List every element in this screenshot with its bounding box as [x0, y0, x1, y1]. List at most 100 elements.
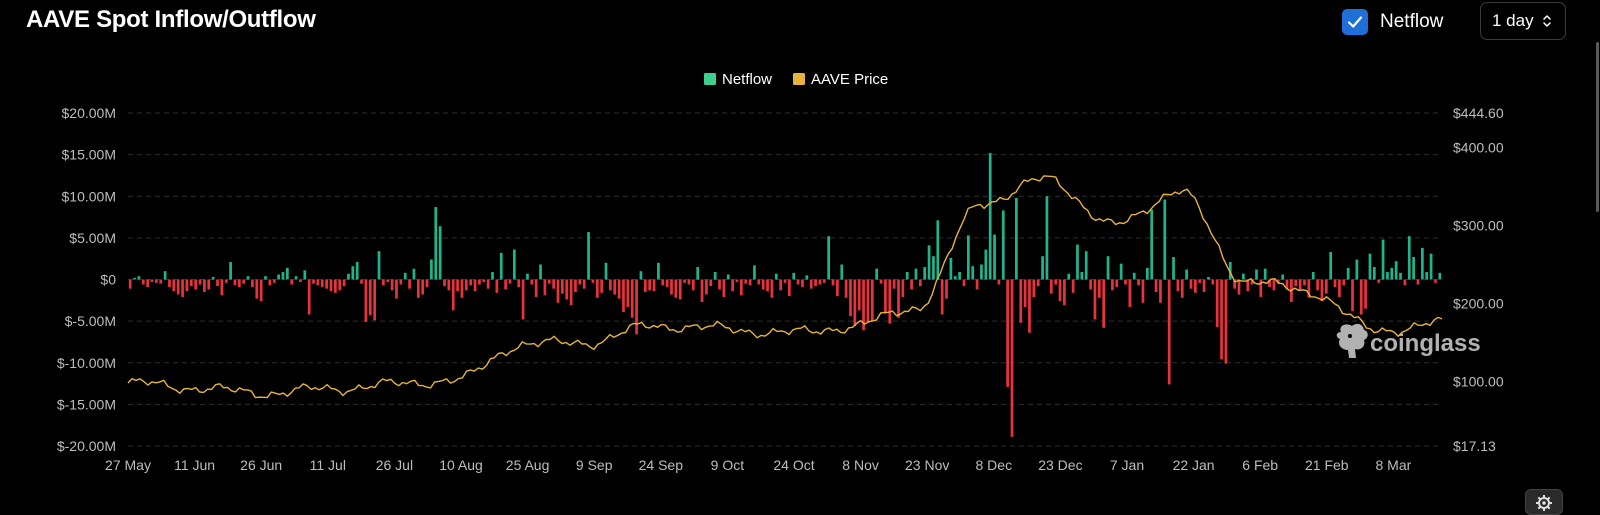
netflow-bar	[1368, 253, 1372, 280]
netflow-bar	[940, 279, 944, 315]
netflow-bar	[657, 262, 660, 280]
legend-label-netflow[interactable]: Netflow	[722, 71, 772, 88]
netflow-bar	[1276, 279, 1280, 284]
legend-label-price[interactable]: AAVE Price	[811, 71, 888, 88]
netflow-bar	[1224, 279, 1228, 364]
netflow-bar	[395, 279, 398, 299]
netflow-bar	[1294, 279, 1298, 287]
legend-swatch-price	[793, 73, 805, 85]
netflow-bar	[526, 273, 529, 280]
netflow-bar	[1032, 279, 1036, 297]
netflow-bar	[822, 279, 826, 283]
interval-value: 1 day	[1492, 11, 1534, 30]
netflow-bar	[757, 279, 761, 285]
netflow-bar	[691, 279, 695, 291]
netflow-bar	[678, 279, 682, 300]
grid-lines	[128, 112, 1442, 447]
netflow-bar	[499, 252, 503, 280]
settings-button[interactable]	[1525, 489, 1563, 515]
netflow-bar	[997, 279, 1001, 285]
right-axis: $444.60 $400.00 $300.00 $200.00 $100.00 $17.1…	[1453, 105, 1504, 454]
netflow-bar	[1080, 272, 1084, 280]
netflow-bar	[1058, 279, 1062, 302]
left-tick-label: $15.00M	[62, 147, 116, 163]
netflow-bar	[168, 279, 171, 287]
netflow-bar	[958, 272, 961, 280]
x-tick-label: 23 Nov	[905, 457, 949, 473]
netflow-bar	[1036, 279, 1040, 287]
right-tick-label: $300.00	[1453, 218, 1504, 234]
netflow-bar	[1115, 279, 1119, 287]
netflow-bar	[748, 279, 752, 286]
netflow-bar	[1412, 257, 1415, 280]
netflow-bar	[334, 279, 337, 293]
netflow-bar	[1329, 252, 1333, 280]
netflow-bar	[1228, 262, 1232, 280]
netflow-bar	[416, 279, 420, 298]
netflow-bar	[761, 279, 765, 290]
netflow-bar	[137, 276, 141, 280]
netflow-bar	[1303, 279, 1306, 286]
netflow-bar	[216, 279, 219, 287]
netflow-checkbox[interactable]	[1342, 9, 1368, 35]
netflow-bar	[1028, 279, 1031, 333]
netflow-bar	[517, 279, 521, 287]
netflow-bar	[866, 279, 870, 323]
netflow-bar	[844, 279, 848, 298]
netflow-bar	[1097, 279, 1101, 298]
netflow-bar	[910, 279, 913, 290]
netflow-bar	[735, 279, 739, 282]
netflow-bar	[1338, 279, 1341, 297]
netflow-bar	[1207, 277, 1210, 280]
netflow-bar	[176, 279, 180, 295]
netflow-bar	[1311, 272, 1315, 280]
netflow-bar	[600, 279, 604, 293]
netflow-toggle[interactable]: Netflow	[1342, 9, 1443, 35]
netflow-bar	[1159, 279, 1162, 303]
netflow-bar	[674, 279, 678, 298]
netflow-bar	[1071, 279, 1075, 293]
netflow-bar	[141, 279, 145, 285]
netflow-bar	[233, 279, 237, 286]
netflow-bar	[460, 279, 464, 298]
netflow-bar	[945, 279, 948, 299]
netflow-bar	[578, 279, 582, 285]
netflow-bar	[434, 207, 438, 280]
netflow-bar	[259, 279, 263, 302]
netflow-bar	[552, 279, 555, 289]
netflow-bar	[408, 279, 411, 289]
netflow-bar	[591, 279, 595, 283]
x-tick-label: 25 Aug	[506, 457, 550, 473]
netflow-bar	[639, 271, 643, 280]
gear-icon	[1536, 495, 1552, 511]
netflow-bar	[814, 279, 817, 287]
netflow-bar	[329, 279, 333, 292]
chart-legend[interactable]: Netflow AAVE Price	[704, 71, 888, 88]
netflow-bar	[1377, 279, 1381, 283]
netflow-bar	[443, 279, 446, 287]
netflow-bar	[1425, 272, 1429, 280]
x-tick-label: 26 Jun	[240, 457, 282, 473]
netflow-bar	[565, 279, 569, 300]
interval-select[interactable]: 1 day	[1480, 2, 1566, 40]
netflow-bar	[805, 275, 809, 280]
x-tick-label: 11 Jul	[310, 457, 346, 473]
left-tick-label: $5.00M	[69, 230, 116, 246]
x-tick-label: 23 Dec	[1038, 457, 1082, 473]
netflow-bar	[146, 279, 149, 287]
netflow-bar	[792, 272, 796, 280]
netflow-bar	[774, 273, 778, 280]
netflow-bar	[1394, 261, 1398, 280]
netflow-bar	[831, 279, 835, 286]
netflow-bar	[1281, 274, 1285, 280]
netflow-bar	[561, 279, 564, 294]
netflow-bar	[1211, 279, 1215, 285]
netflow-bar	[504, 279, 507, 290]
netflow-bar	[294, 276, 298, 280]
netflow-bar	[1320, 279, 1324, 302]
netflow-bar	[1416, 279, 1420, 285]
netflow-bar	[1054, 279, 1058, 285]
netflow-bar	[251, 279, 254, 287]
scrollbar[interactable]	[1596, 42, 1599, 212]
netflow-bar	[897, 279, 900, 318]
